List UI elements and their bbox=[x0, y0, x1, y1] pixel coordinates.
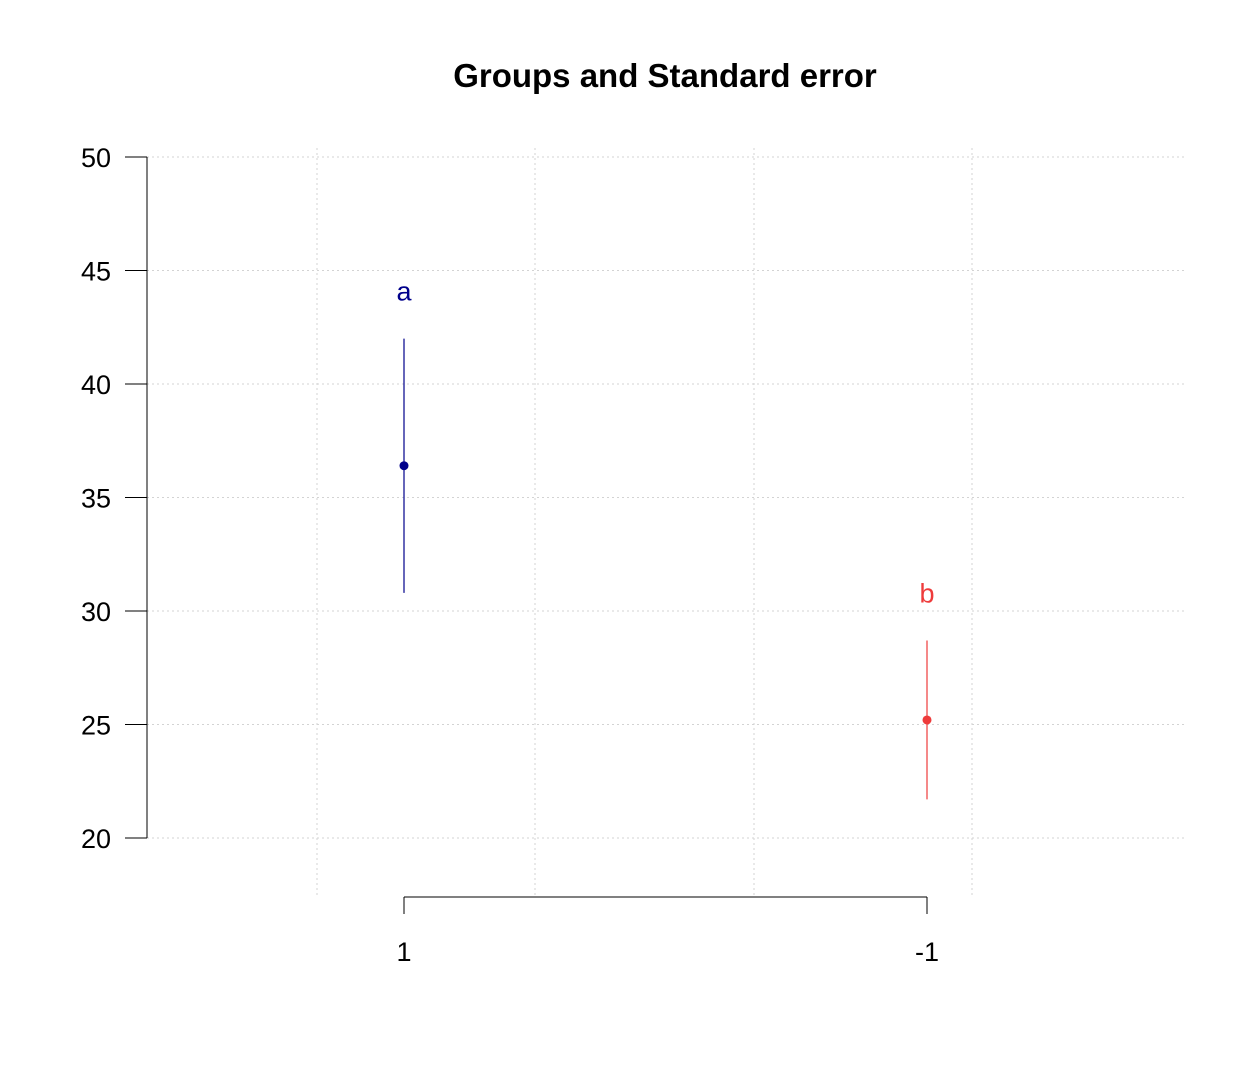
y-tick-label: 25 bbox=[81, 711, 111, 741]
y-tick-label: 30 bbox=[81, 597, 111, 627]
mean-point bbox=[922, 715, 932, 725]
group-label: b bbox=[919, 579, 934, 609]
data-marks: ab bbox=[396, 277, 935, 800]
y-tick-label: 50 bbox=[81, 143, 111, 173]
y-tick-label: 45 bbox=[81, 257, 111, 287]
group-label: a bbox=[396, 277, 412, 307]
y-tick-label: 20 bbox=[81, 824, 111, 854]
mean-point bbox=[399, 461, 409, 471]
chart-title: Groups and Standard error bbox=[453, 57, 877, 94]
axes: 20 25 30 35 40 45 50 1 -1 bbox=[81, 143, 939, 967]
y-tick-label: 40 bbox=[81, 370, 111, 400]
x-tick-label: 1 bbox=[396, 937, 411, 967]
grid bbox=[147, 148, 1187, 897]
x-tick-label: -1 bbox=[915, 937, 939, 967]
y-tick-label: 35 bbox=[81, 484, 111, 514]
